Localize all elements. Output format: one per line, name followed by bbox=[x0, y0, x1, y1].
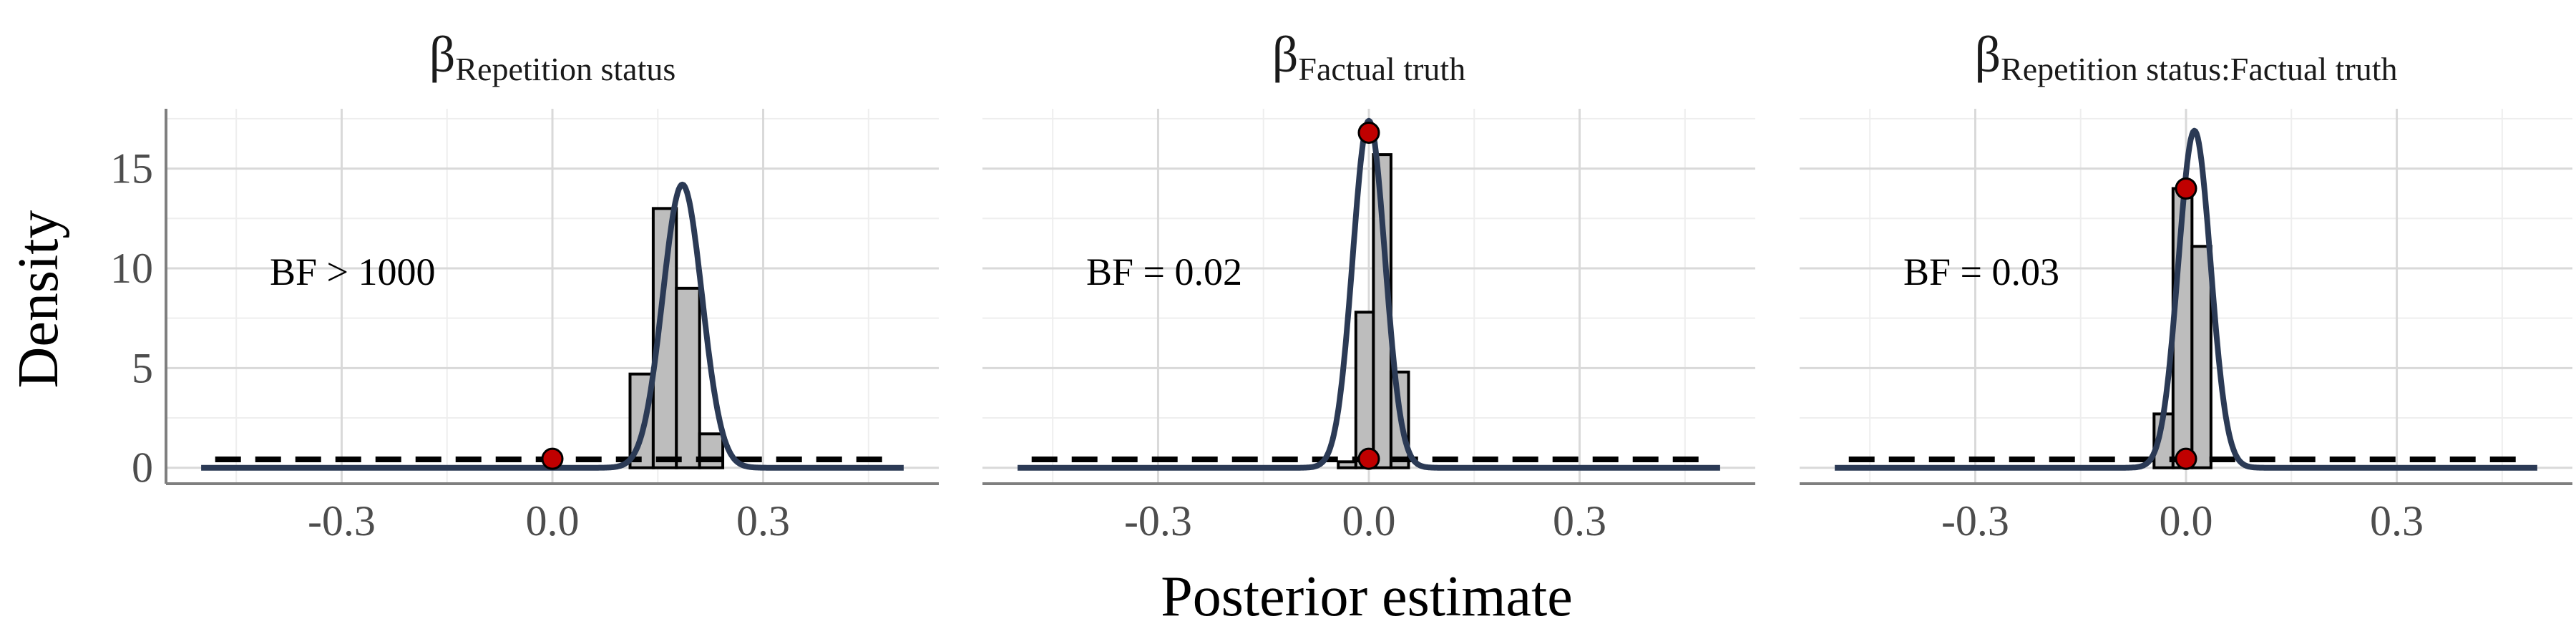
histogram-bar bbox=[675, 286, 701, 469]
histogram-bar bbox=[698, 432, 725, 469]
beta-symbol: β bbox=[1272, 26, 1299, 83]
beta-symbol: β bbox=[429, 26, 456, 83]
density-point bbox=[541, 447, 564, 470]
panel-3: -0.3 0.0 0.3 BF = 0.03 βRepetition status:Fa… bbox=[1800, 26, 2572, 545]
density-point bbox=[1357, 447, 1380, 470]
x-tick-label: 0.3 bbox=[2370, 497, 2424, 545]
panel-2: -0.3 0.0 0.3 BF = 0.02 βFactual truth bbox=[982, 26, 1755, 545]
y-tick-label: 10 bbox=[110, 245, 153, 292]
x-tick-label: -0.3 bbox=[1941, 497, 2009, 545]
histogram-bar bbox=[1354, 311, 1375, 469]
histogram-bar bbox=[1337, 460, 1357, 469]
panel-title-subscript: Factual truth bbox=[1298, 51, 1465, 87]
density-point bbox=[1357, 121, 1380, 144]
panel-title-subscript: Repetition status bbox=[455, 51, 675, 87]
density-point bbox=[2175, 177, 2197, 200]
bayes-factor-label: BF > 1000 bbox=[270, 250, 436, 293]
beta-symbol: β bbox=[1974, 26, 2001, 83]
bayes-factor-label: BF = 0.03 bbox=[1903, 250, 2059, 293]
x-tick-label: 0.0 bbox=[526, 497, 580, 545]
y-tick-label: 15 bbox=[110, 145, 153, 192]
x-tick-label: 0.0 bbox=[1342, 497, 1396, 545]
x-tick-label: -0.3 bbox=[1124, 497, 1192, 545]
y-tick-label: 5 bbox=[132, 344, 153, 391]
x-tick-label: 0.3 bbox=[1553, 497, 1606, 545]
panel-title-subscript: Repetition status:Factual truth bbox=[2001, 51, 2397, 87]
density-point bbox=[2175, 447, 2197, 470]
bayes-factor-label: BF = 0.02 bbox=[1086, 250, 1242, 293]
posterior-density-curve bbox=[1015, 117, 1722, 471]
panel-1: -0.3 0.0 0.3 0 5 10 15 BF > 1000 βRepetition sta… bbox=[110, 26, 939, 545]
y-axis-title: Density bbox=[7, 210, 70, 389]
panel-title: βRepetition status bbox=[429, 26, 676, 87]
y-tick-label: 0 bbox=[132, 444, 153, 492]
histogram-bar bbox=[2190, 245, 2212, 469]
panel-title: βRepetition status:Factual truth bbox=[1974, 26, 2397, 87]
panel-title: βFactual truth bbox=[1272, 26, 1465, 87]
posterior-density-curve bbox=[1833, 127, 2540, 471]
x-axis-title: Posterior estimate bbox=[1161, 565, 1572, 628]
x-tick-label: -0.3 bbox=[308, 497, 376, 545]
x-tick-label: 0.3 bbox=[736, 497, 790, 545]
x-tick-label: 0.0 bbox=[2160, 497, 2213, 545]
